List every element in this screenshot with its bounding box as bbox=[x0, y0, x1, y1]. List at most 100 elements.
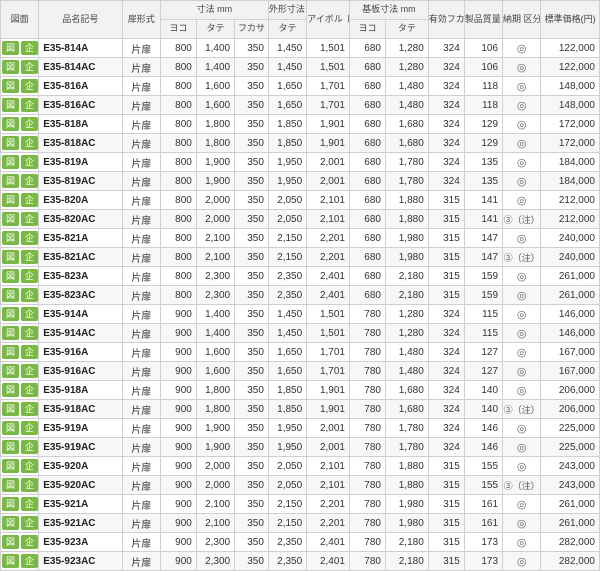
zumen-cell[interactable]: 図企 bbox=[1, 514, 39, 533]
zumen-cell[interactable]: 図企 bbox=[1, 476, 39, 495]
zumen-badge-2[interactable]: 企 bbox=[21, 288, 38, 302]
zumen-cell[interactable]: 図企 bbox=[1, 533, 39, 552]
zumen-cell[interactable]: 図企 bbox=[1, 248, 39, 267]
zumen-badge-2[interactable]: 企 bbox=[21, 60, 38, 74]
zumen-badge-1[interactable]: 図 bbox=[2, 440, 19, 454]
dim-yoko-cell: 900 bbox=[160, 457, 196, 476]
zumen-badge-1[interactable]: 図 bbox=[2, 497, 19, 511]
zumen-badge-2[interactable]: 企 bbox=[21, 345, 38, 359]
zumen-cell[interactable]: 図企 bbox=[1, 305, 39, 324]
depth-cell: 324 bbox=[428, 419, 464, 438]
zumen-badge-1[interactable]: 図 bbox=[2, 307, 19, 321]
mass-cell: 159 bbox=[464, 267, 502, 286]
zumen-badge-1[interactable]: 図 bbox=[2, 459, 19, 473]
zumen-badge-1[interactable]: 図 bbox=[2, 326, 19, 340]
zumen-badge-2[interactable]: 企 bbox=[21, 516, 38, 530]
zumen-badge-1[interactable]: 図 bbox=[2, 383, 19, 397]
zumen-badge-2[interactable]: 企 bbox=[21, 478, 38, 492]
zumen-cell[interactable]: 図企 bbox=[1, 153, 39, 172]
zumen-badge-2[interactable]: 企 bbox=[21, 155, 38, 169]
zumen-badge-2[interactable]: 企 bbox=[21, 231, 38, 245]
zumen-badge-2[interactable]: 企 bbox=[21, 117, 38, 131]
zumen-badge-2[interactable]: 企 bbox=[21, 421, 38, 435]
zumen-cell[interactable]: 図企 bbox=[1, 115, 39, 134]
zumen-badge-2[interactable]: 企 bbox=[21, 136, 38, 150]
depth-cell: 315 bbox=[428, 514, 464, 533]
zumen-badge-1[interactable]: 図 bbox=[2, 193, 19, 207]
zumen-badge-1[interactable]: 図 bbox=[2, 212, 19, 226]
outer-tate-cell: 1,650 bbox=[268, 362, 306, 381]
base-tate-cell: 1,480 bbox=[385, 77, 428, 96]
zumen-cell[interactable]: 図企 bbox=[1, 457, 39, 476]
zumen-cell[interactable]: 図企 bbox=[1, 77, 39, 96]
zumen-badge-2[interactable]: 企 bbox=[21, 459, 38, 473]
zumen-cell[interactable]: 図企 bbox=[1, 210, 39, 229]
zumen-cell[interactable]: 図企 bbox=[1, 343, 39, 362]
zumen-badge-1[interactable]: 図 bbox=[2, 136, 19, 150]
zumen-badge-1[interactable]: 図 bbox=[2, 516, 19, 530]
zumen-cell[interactable]: 図企 bbox=[1, 286, 39, 305]
zumen-cell[interactable]: 図企 bbox=[1, 552, 39, 571]
hdr-depth: 有効フカ サ mm* bbox=[428, 1, 464, 39]
dim-fukasa-cell: 350 bbox=[235, 134, 269, 153]
zumen-badge-1[interactable]: 図 bbox=[2, 231, 19, 245]
zumen-badge-2[interactable]: 企 bbox=[21, 212, 38, 226]
zumen-badge-2[interactable]: 企 bbox=[21, 440, 38, 454]
zumen-badge-2[interactable]: 企 bbox=[21, 174, 38, 188]
zumen-badge-2[interactable]: 企 bbox=[21, 98, 38, 112]
zumen-badge-1[interactable]: 図 bbox=[2, 478, 19, 492]
zumen-cell[interactable]: 図企 bbox=[1, 324, 39, 343]
dim-fukasa-cell: 350 bbox=[235, 362, 269, 381]
zumen-badge-1[interactable]: 図 bbox=[2, 250, 19, 264]
base-yoko-cell: 680 bbox=[349, 267, 385, 286]
zumen-badge-2[interactable]: 企 bbox=[21, 250, 38, 264]
zumen-badge-2[interactable]: 企 bbox=[21, 535, 38, 549]
zumen-badge-2[interactable]: 企 bbox=[21, 41, 38, 55]
zumen-badge-2[interactable]: 企 bbox=[21, 79, 38, 93]
zumen-cell[interactable]: 図企 bbox=[1, 58, 39, 77]
zumen-badge-1[interactable]: 図 bbox=[2, 155, 19, 169]
zumen-cell[interactable]: 図企 bbox=[1, 229, 39, 248]
zumen-cell[interactable]: 図企 bbox=[1, 134, 39, 153]
zumen-cell[interactable]: 図企 bbox=[1, 191, 39, 210]
zumen-badge-1[interactable]: 図 bbox=[2, 345, 19, 359]
zumen-badge-2[interactable]: 企 bbox=[21, 497, 38, 511]
zumen-badge-1[interactable]: 図 bbox=[2, 269, 19, 283]
zumen-badge-1[interactable]: 図 bbox=[2, 535, 19, 549]
dim-fukasa-cell: 350 bbox=[235, 58, 269, 77]
zumen-badge-1[interactable]: 図 bbox=[2, 79, 19, 93]
zumen-badge-2[interactable]: 企 bbox=[21, 326, 38, 340]
zumen-cell[interactable]: 図企 bbox=[1, 381, 39, 400]
zumen-cell[interactable]: 図企 bbox=[1, 96, 39, 115]
base-yoko-cell: 780 bbox=[349, 514, 385, 533]
zumen-cell[interactable]: 図企 bbox=[1, 400, 39, 419]
zumen-badge-2[interactable]: 企 bbox=[21, 193, 38, 207]
zumen-badge-2[interactable]: 企 bbox=[21, 554, 38, 568]
zumen-badge-2[interactable]: 企 bbox=[21, 364, 38, 378]
zumen-cell[interactable]: 図企 bbox=[1, 419, 39, 438]
zumen-badge-1[interactable]: 図 bbox=[2, 554, 19, 568]
zumen-badge-2[interactable]: 企 bbox=[21, 402, 38, 416]
zumen-badge-1[interactable]: 図 bbox=[2, 60, 19, 74]
zumen-badge-2[interactable]: 企 bbox=[21, 383, 38, 397]
zumen-cell[interactable]: 図企 bbox=[1, 438, 39, 457]
price-cell: 122,000 bbox=[541, 58, 600, 77]
zumen-cell[interactable]: 図企 bbox=[1, 495, 39, 514]
zumen-cell[interactable]: 図企 bbox=[1, 362, 39, 381]
zumen-badge-1[interactable]: 図 bbox=[2, 288, 19, 302]
zumen-cell[interactable]: 図企 bbox=[1, 267, 39, 286]
zumen-badge-2[interactable]: 企 bbox=[21, 307, 38, 321]
zumen-badge-1[interactable]: 図 bbox=[2, 41, 19, 55]
zumen-badge-1[interactable]: 図 bbox=[2, 174, 19, 188]
zumen-badge-1[interactable]: 図 bbox=[2, 98, 19, 112]
zumen-badge-1[interactable]: 図 bbox=[2, 364, 19, 378]
zumen-cell[interactable]: 図企 bbox=[1, 172, 39, 191]
base-yoko-cell: 680 bbox=[349, 248, 385, 267]
zumen-badge-1[interactable]: 図 bbox=[2, 402, 19, 416]
door-cell: 片扉 bbox=[122, 324, 160, 343]
zumen-badge-2[interactable]: 企 bbox=[21, 269, 38, 283]
table-row: 図企E35-814A片扉8001,4003501,4501,5016801,28… bbox=[1, 39, 600, 58]
zumen-badge-1[interactable]: 図 bbox=[2, 117, 19, 131]
zumen-badge-1[interactable]: 図 bbox=[2, 421, 19, 435]
zumen-cell[interactable]: 図企 bbox=[1, 39, 39, 58]
